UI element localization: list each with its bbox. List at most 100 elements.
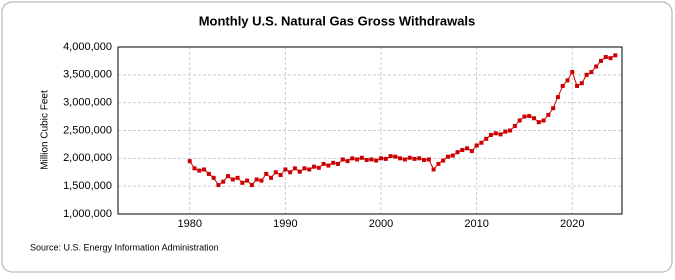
data-point [493,131,498,136]
data-point [565,78,570,83]
data-point [508,128,513,133]
data-point [269,175,274,180]
data-point [594,64,599,69]
data-point [345,159,350,164]
source: Source: U.S. Energy Information Administ… [30,242,219,252]
y-tick-label: 3,500,000 [63,69,112,81]
data-point [307,167,312,172]
data-point [579,81,584,86]
data-point [589,70,594,75]
data-point [316,165,321,170]
data-point [278,173,283,178]
data-point [249,183,254,188]
data-point [398,156,403,161]
data-point [598,58,603,63]
data-point [584,72,589,77]
data-point [541,118,546,123]
data-point [340,157,345,162]
data-point [570,70,575,75]
data-point [417,156,422,161]
data-point [555,95,560,100]
data-point [225,174,230,179]
data-point [369,157,374,162]
y-tick-label: 1,500,000 [63,180,112,192]
y-tick-label: 1,000,000 [63,208,112,220]
data-point [469,149,474,154]
data-point [431,167,436,172]
data-point [426,157,431,162]
data-point [245,178,250,183]
x-tick-label: 2010 [464,218,488,230]
y-tick-label: 3,000,000 [63,97,112,109]
data-point [412,156,417,161]
data-point [383,156,388,161]
data-point [445,154,450,159]
data-point [498,132,503,137]
data-point [422,158,427,163]
y-tick-label: 4,000,000 [63,41,112,53]
data-point [402,157,407,162]
data-point [527,114,532,119]
data-point [441,158,446,163]
data-point [259,178,264,183]
data-point [512,124,517,129]
data-point [532,116,537,121]
data-point [536,120,541,125]
data-point [488,132,493,137]
data-point [355,157,360,162]
x-tick-label: 1980 [177,218,201,230]
plot-border [117,46,623,215]
data-point [613,53,618,58]
data-point [378,156,383,161]
data-point [288,170,293,175]
data-point [407,155,412,160]
data-point [326,163,331,168]
data-point [388,154,393,159]
data-point [436,161,441,166]
data-point [374,158,379,163]
data-point [465,146,470,151]
data-point [221,179,226,184]
data-point [603,55,608,60]
y-axis-label: Million Cubic Feet [40,90,51,170]
data-point [202,167,207,172]
data-point [230,177,235,182]
data-point [331,160,336,165]
data-point [254,177,259,182]
data-point [235,175,240,180]
x-tick-label: 1990 [273,218,297,230]
x-tick-label: 2020 [560,218,584,230]
data-point [297,169,302,174]
data-point [206,171,211,176]
data-point [455,150,460,155]
data-point [197,168,202,173]
x-tick-label: 2000 [369,218,393,230]
data-point [484,136,489,141]
data-point [608,56,613,61]
y-tick-label: 2,000,000 [63,152,112,164]
data-point [312,164,317,169]
data-point [393,154,398,159]
y-tick-label: 2,500,000 [63,124,112,136]
frame [1,1,673,273]
data-point [211,175,216,180]
data-point [503,129,508,134]
data-point [292,166,297,171]
data-point [479,140,484,145]
chart-title: Monthly U.S. Natural Gas Gross Withdrawa… [199,13,476,28]
data-point [359,155,364,160]
data-point [335,161,340,166]
data-point [321,161,326,166]
data-point [560,83,565,88]
data-point [575,83,580,88]
data-point [364,158,369,163]
data-point [522,114,527,119]
data-point [273,170,278,175]
data-point [517,118,522,123]
data-point [192,166,197,171]
data-point [546,112,551,117]
data-point [187,159,192,164]
data-point [551,106,556,111]
data-point [350,156,355,161]
